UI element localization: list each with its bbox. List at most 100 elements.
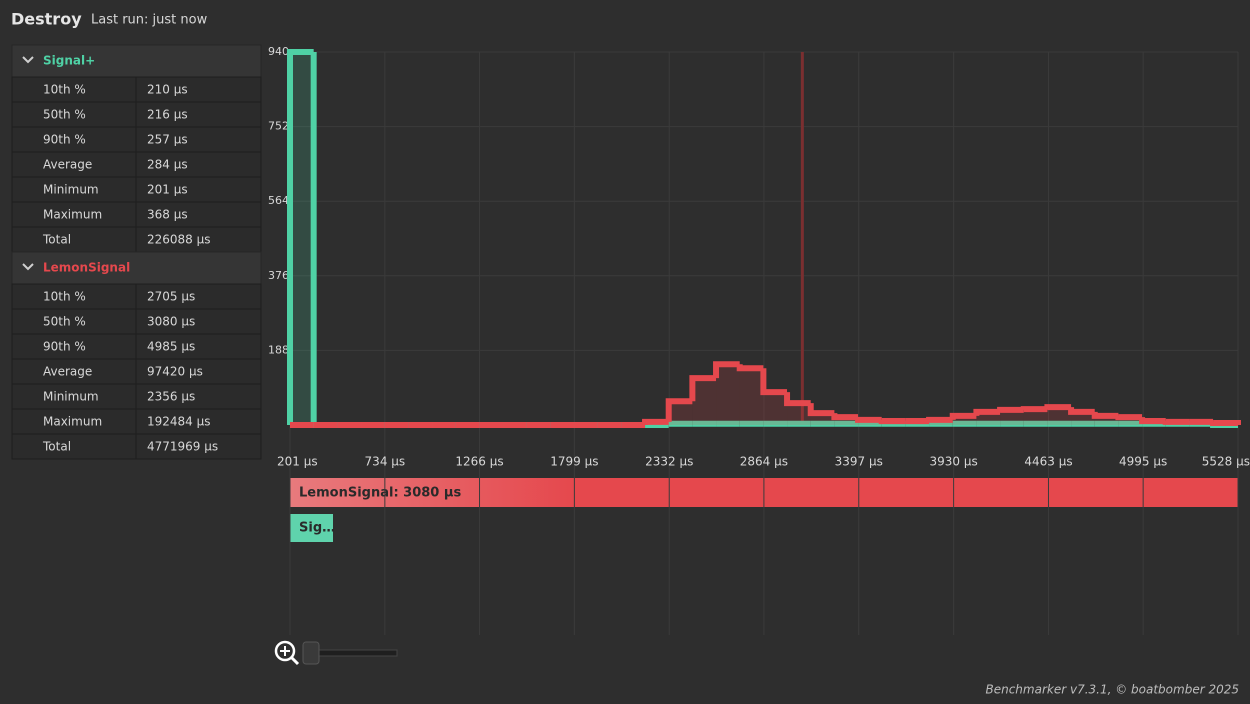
stat-value: 257 µs — [147, 133, 188, 147]
x-tick-label: 5528 µs — [1202, 455, 1250, 469]
bin-fill — [787, 403, 811, 425]
stat-cell — [11, 226, 137, 253]
bin-fill — [810, 413, 835, 425]
stat-value: 368 µs — [147, 208, 188, 222]
x-tick-label: 3397 µs — [835, 455, 883, 469]
stat-label: Maximum — [43, 208, 102, 222]
zoom-control[interactable] — [274, 640, 398, 666]
signal-bar — [290, 514, 333, 542]
bin-fill — [1000, 409, 1024, 425]
stat-cell — [11, 333, 137, 360]
stat-label: Maximum — [43, 415, 102, 429]
bin-step — [1068, 407, 1095, 415]
y-tick-label: 188 — [268, 343, 289, 356]
x-tick-label: 3930 µs — [929, 455, 977, 469]
stat-cell — [135, 126, 262, 153]
bin-step — [760, 368, 788, 396]
stat-cell — [11, 151, 137, 178]
stat-label: 90th % — [43, 133, 86, 147]
stat-cell — [11, 308, 137, 335]
bin-step — [878, 418, 906, 425]
bin-step — [287, 49, 314, 425]
stat-cell — [135, 433, 262, 460]
group-header — [11, 251, 262, 285]
bin-fill — [834, 417, 859, 425]
x-tick-label: 2864 µs — [740, 455, 788, 469]
stat-label: 10th % — [43, 290, 86, 304]
y-tick-label: 564 — [268, 194, 289, 207]
stat-cell — [11, 76, 137, 103]
stat-cell — [11, 101, 137, 128]
bar-label: LemonSignal: 3080 µs — [299, 486, 461, 501]
bin-step — [807, 403, 835, 417]
stat-value: 2705 µs — [147, 290, 195, 304]
bin-fill — [1023, 409, 1048, 425]
stat-value: 4771969 µs — [147, 440, 218, 454]
stat-cell — [135, 76, 262, 103]
stat-label: 10th % — [43, 83, 86, 97]
group-name: Signal+ — [43, 54, 95, 68]
stat-cell — [135, 408, 262, 435]
stat-value: 97420 µs — [147, 365, 203, 379]
x-tick-label: 201 µs — [277, 455, 318, 469]
y-tick-label: 752 — [268, 120, 289, 133]
stat-label: Minimum — [43, 183, 99, 197]
bin-fill — [716, 364, 740, 425]
footer: Benchmarker v7.3.1, © boatbomber 2025 — [985, 683, 1239, 697]
stat-cell — [11, 176, 137, 203]
stat-value: 3080 µs — [147, 315, 195, 329]
stat-cell — [135, 201, 262, 228]
bin-step — [855, 416, 882, 423]
bin-step — [689, 375, 717, 402]
x-tick-label: 1799 µs — [550, 455, 598, 469]
bin-fill — [739, 368, 764, 425]
stat-cell — [135, 101, 262, 128]
stat-cell — [135, 383, 262, 410]
stat-value: 2356 µs — [147, 390, 195, 404]
title: Destroy — [11, 10, 82, 29]
stat-value: 284 µs — [147, 158, 188, 172]
bar-label: Sig… — [299, 521, 335, 536]
x-tick-label: 1266 µs — [455, 455, 503, 469]
stat-cell — [11, 283, 137, 310]
bin-step — [642, 418, 669, 425]
stat-value: 201 µs — [147, 183, 188, 197]
x-tick-label: 4995 µs — [1119, 455, 1167, 469]
x-tick-label: 2332 µs — [645, 455, 693, 469]
stat-value: 4985 µs — [147, 340, 195, 354]
bin-fill — [1094, 415, 1119, 425]
bin-step — [1020, 406, 1048, 413]
chevron — [22, 56, 34, 64]
bin-fill — [763, 392, 788, 425]
stat-cell — [135, 176, 262, 203]
bin-step — [1210, 420, 1241, 427]
bin-step — [949, 412, 977, 420]
stat-label: Minimum — [43, 390, 99, 404]
stat-cell — [11, 433, 137, 460]
bin-step — [973, 408, 1001, 416]
bin-step — [1139, 417, 1166, 425]
x-tick-label: 734 µs — [365, 455, 406, 469]
stat-value: 216 µs — [147, 108, 188, 122]
bin-step — [831, 413, 859, 421]
bin-step — [1115, 414, 1143, 421]
chevron — [22, 263, 34, 271]
stat-value: 210 µs — [147, 83, 188, 97]
bin-step — [997, 406, 1024, 413]
bin-step — [713, 361, 740, 379]
bin-fill — [952, 415, 977, 425]
bin-step — [1044, 404, 1072, 411]
stat-label: 50th % — [43, 315, 86, 329]
group-name: LemonSignal — [43, 261, 130, 275]
stat-label: Total — [42, 440, 71, 454]
bin-step — [1091, 411, 1119, 419]
stat-label: Total — [42, 233, 71, 247]
stat-label: 90th % — [43, 340, 86, 354]
stat-cell — [135, 151, 262, 178]
bin-step — [665, 420, 693, 427]
group-header — [11, 44, 262, 78]
bin-step — [784, 392, 811, 407]
bin-fill — [1047, 407, 1072, 425]
bin-fill — [1071, 411, 1095, 425]
